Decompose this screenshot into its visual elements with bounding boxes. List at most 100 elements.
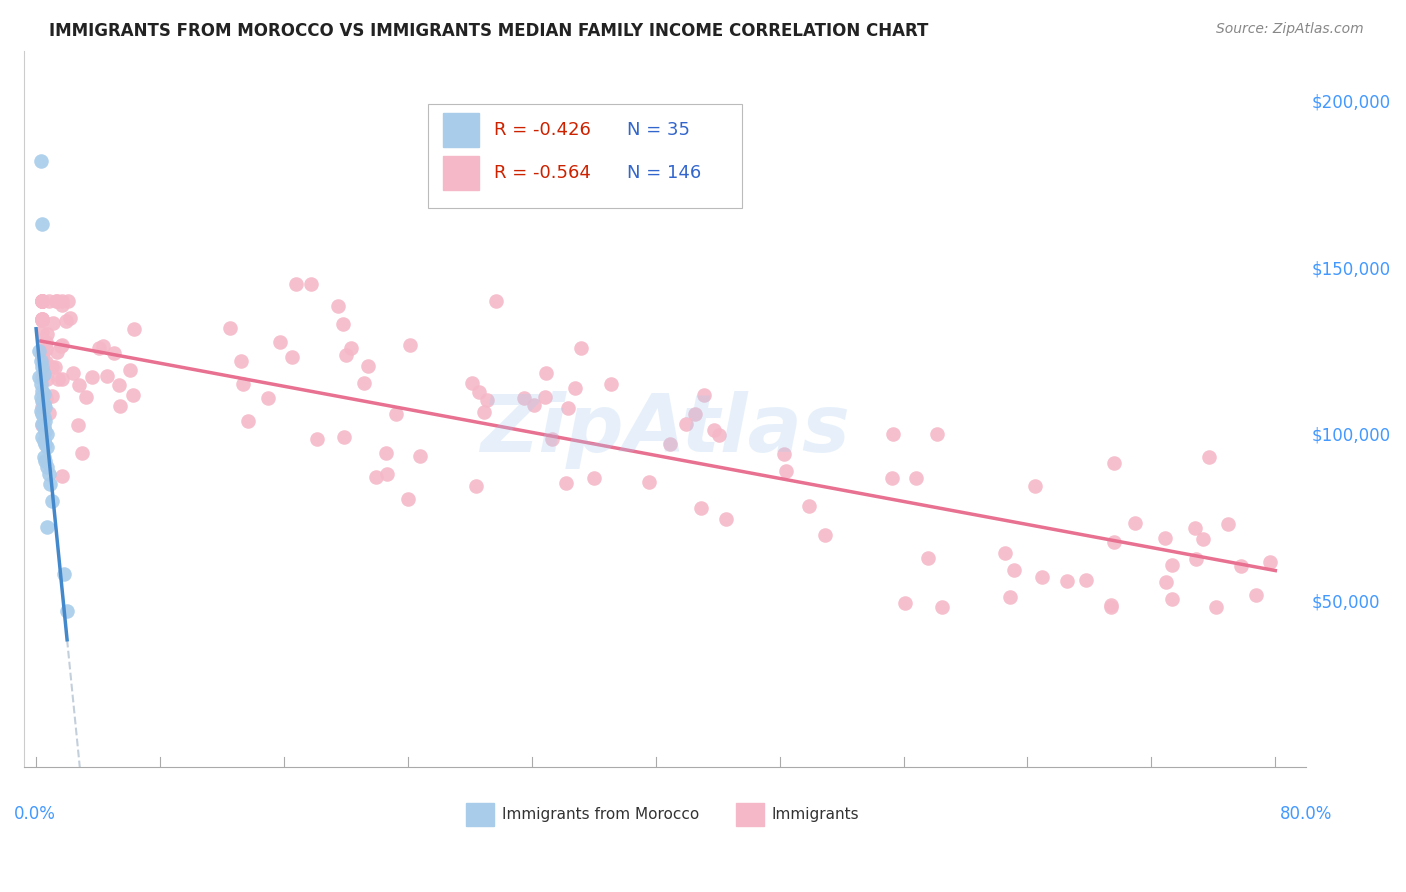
Point xyxy=(31,293,53,308)
Point xyxy=(31,217,53,231)
Point xyxy=(1154,575,1177,590)
Point xyxy=(683,407,706,421)
Point xyxy=(59,311,82,326)
Point xyxy=(1229,558,1251,573)
Point xyxy=(408,449,430,463)
Point xyxy=(31,417,53,431)
Point xyxy=(1184,521,1206,535)
Point xyxy=(307,432,329,446)
Point xyxy=(45,293,67,308)
Point xyxy=(122,388,145,402)
Point xyxy=(41,359,63,374)
Text: R = -0.426: R = -0.426 xyxy=(495,121,592,139)
Point xyxy=(659,436,682,450)
Point xyxy=(356,359,378,373)
Point xyxy=(461,376,484,391)
Point xyxy=(353,376,375,390)
Point xyxy=(339,341,361,355)
Point xyxy=(34,414,56,428)
Point xyxy=(44,360,66,375)
Point xyxy=(38,407,60,421)
Text: Source: ZipAtlas.com: Source: ZipAtlas.com xyxy=(1216,22,1364,37)
Point xyxy=(31,346,53,360)
Point xyxy=(31,313,53,327)
Point xyxy=(1056,574,1078,589)
Point xyxy=(62,366,84,380)
Point xyxy=(35,426,58,441)
Point xyxy=(31,401,53,415)
Point xyxy=(714,511,737,525)
Point xyxy=(34,424,56,438)
Point xyxy=(87,341,110,355)
Point xyxy=(34,453,56,467)
Point xyxy=(35,440,58,454)
Point xyxy=(269,334,291,349)
Point xyxy=(557,401,579,416)
Point xyxy=(35,334,58,349)
Point xyxy=(399,338,422,352)
Point xyxy=(35,460,58,475)
Point xyxy=(31,351,53,365)
Point xyxy=(38,293,60,308)
Point xyxy=(31,293,53,308)
Point xyxy=(925,426,948,441)
Point xyxy=(49,339,72,353)
Point xyxy=(31,393,53,408)
Point xyxy=(523,398,546,412)
Bar xyxy=(467,803,495,826)
Point xyxy=(37,467,59,481)
Point xyxy=(583,471,606,485)
Point xyxy=(31,407,53,421)
Point xyxy=(773,446,796,460)
Point xyxy=(1198,450,1220,465)
Point xyxy=(45,345,67,359)
Point xyxy=(534,366,557,380)
Point xyxy=(41,389,63,403)
Point xyxy=(70,446,93,460)
Point xyxy=(39,476,62,491)
Point xyxy=(42,316,65,330)
Point xyxy=(35,326,58,341)
Point xyxy=(703,423,725,437)
Point xyxy=(513,392,536,406)
Point xyxy=(31,313,53,327)
Point xyxy=(1153,531,1175,545)
Point xyxy=(477,392,499,407)
Point xyxy=(385,408,408,422)
Point xyxy=(35,391,58,405)
Point xyxy=(34,357,56,371)
Point xyxy=(32,450,55,465)
Point xyxy=(30,390,52,404)
Point xyxy=(1161,558,1184,573)
Point xyxy=(35,343,58,357)
Point xyxy=(332,317,354,331)
Point xyxy=(219,321,242,335)
Point xyxy=(299,277,322,291)
Point xyxy=(30,376,52,391)
Text: Immigrants: Immigrants xyxy=(772,807,859,822)
Point xyxy=(51,293,73,308)
Point xyxy=(51,469,73,483)
Point xyxy=(333,429,356,443)
Point xyxy=(364,470,387,484)
Point xyxy=(56,603,79,617)
Point xyxy=(35,355,58,369)
Point xyxy=(1102,535,1125,549)
Point xyxy=(335,347,357,361)
Point xyxy=(1184,551,1206,566)
Point xyxy=(281,351,304,365)
Point xyxy=(554,476,576,491)
Point xyxy=(46,371,69,385)
Point xyxy=(31,430,53,444)
Point xyxy=(1205,600,1227,615)
Point xyxy=(66,417,89,432)
Point xyxy=(82,370,104,384)
Text: N = 146: N = 146 xyxy=(627,164,700,182)
Point xyxy=(1000,590,1022,604)
Bar xyxy=(443,113,479,147)
Point xyxy=(32,397,55,411)
Point xyxy=(396,491,419,506)
Point xyxy=(108,399,131,413)
Point xyxy=(120,363,142,377)
Point xyxy=(905,471,928,485)
